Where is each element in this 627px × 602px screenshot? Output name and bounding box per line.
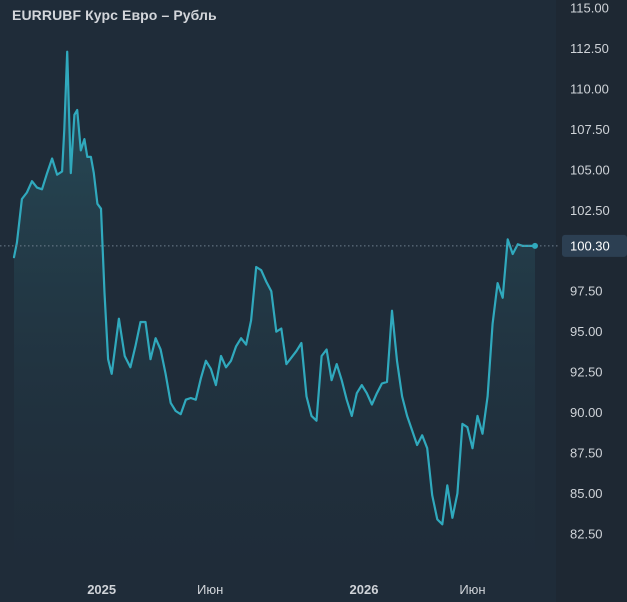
y-tick-label: 95.00	[570, 324, 603, 339]
y-tick-label: 107.50	[570, 122, 610, 137]
chart-title: EURRUBF Курс Евро – Рубль	[12, 7, 217, 23]
last-price-badge-label: 100.30	[570, 238, 610, 253]
area-layer	[14, 51, 535, 572]
y-tick-label: 102.50	[570, 203, 610, 218]
y-tick-label: 82.50	[570, 527, 603, 542]
x-axis: 2025 Июн 2026 Июн	[87, 582, 485, 597]
x-tick-label: 2026	[350, 582, 379, 597]
x-tick-label: Июн	[197, 582, 223, 597]
y-axis: 82.50 85.00 87.50 90.00 92.50 95.00 97.50 102.5…	[570, 1, 610, 542]
y-tick-label: 112.50	[570, 41, 609, 56]
y-tick-label: 87.50	[570, 446, 603, 461]
line-layer	[12, 50, 537, 526]
y-tick-label: 105.00	[570, 162, 610, 177]
y-tick-label: 85.00	[570, 486, 603, 501]
series-line	[12, 50, 537, 526]
y-tick-label: 97.50	[570, 284, 603, 299]
x-tick-label: 2025	[87, 582, 116, 597]
x-tick-label: Июн	[459, 582, 485, 597]
series-area	[14, 51, 535, 572]
y-tick-label: 90.00	[570, 405, 603, 420]
y-tick-label: 110.00	[570, 81, 609, 96]
y-tick-label: 115.00	[570, 1, 609, 16]
last-point-layer	[532, 242, 538, 249]
y-tick-label: 92.50	[570, 365, 603, 380]
last-point-marker	[532, 242, 538, 249]
last-price-badge-bg	[562, 234, 627, 257]
last-price-badge: 100.30	[562, 234, 627, 257]
